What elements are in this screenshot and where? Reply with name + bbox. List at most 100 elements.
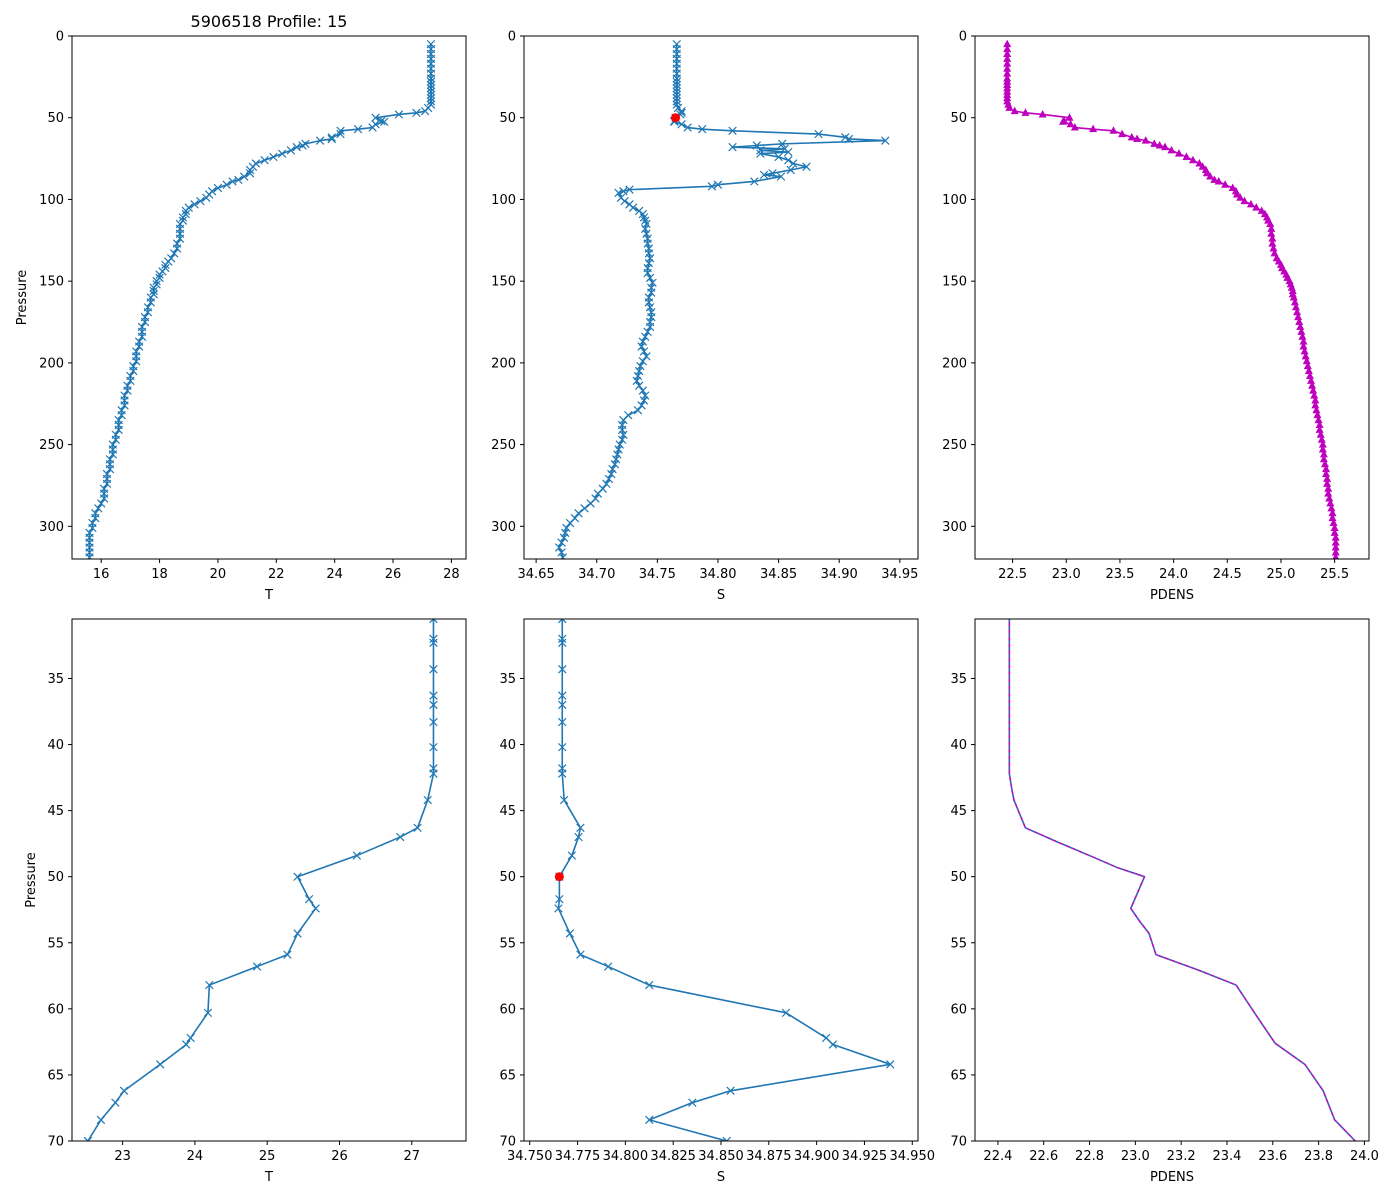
data-point [149,286,158,296]
data-point [234,175,243,185]
data-point [672,84,681,93]
data-point [641,391,650,400]
x-tick-label: 16 [93,567,110,582]
data-point [327,133,336,142]
data-point [728,142,737,152]
data-point [119,1086,129,1096]
x-axis-label: PDENS [1150,1170,1194,1185]
data-point [108,450,118,459]
data-point [1182,152,1191,160]
x-tick-label: 34.70 [578,567,615,582]
data-point [1299,342,1308,350]
data-point [1315,425,1324,433]
data-point [557,548,566,557]
data-point [1268,239,1277,247]
data-point [336,126,345,136]
x-tick-label: 25.0 [1266,567,1295,582]
data-point [644,258,654,268]
y-tick-label: 300 [491,520,516,535]
series-line [1006,44,1337,558]
data-point [639,347,649,356]
data-point [558,638,567,648]
data-point [269,152,278,162]
x-tick-label: 22.5 [998,567,1027,582]
data-point [558,742,567,752]
data-point [637,342,646,351]
data-point [420,106,430,116]
y-tick-label: 65 [47,1068,64,1083]
data-point [1141,136,1150,144]
data-point [1297,327,1306,335]
data-point [129,366,138,376]
data-point [647,312,656,322]
data-point [1330,528,1339,536]
data-point [426,90,436,100]
data-point [557,538,566,547]
data-point [1188,155,1197,164]
data-point [426,97,436,106]
data-point [94,504,103,513]
data-point [1317,435,1326,443]
series-line [87,619,435,1141]
y-tick-label: 50 [950,870,967,885]
x-tick-label: 22 [268,567,285,582]
data-point [412,108,421,118]
data-point [1305,371,1314,379]
data-point [788,159,798,168]
data-point [643,327,652,337]
data-point [613,450,622,459]
x-tick-label: 24.5 [1213,567,1242,582]
data-point [641,332,650,341]
plot-area [554,619,895,1141]
data-point [1038,109,1047,118]
data-point [1003,49,1012,57]
y-tick-label: 45 [47,804,64,819]
y-tick-label: 0 [56,30,64,45]
data-point [576,823,585,833]
y-tick-label: 55 [499,936,516,951]
data-point [283,950,292,959]
data-point [88,523,97,533]
data-point [672,80,681,90]
data-point [1308,381,1317,389]
y-tick-label: 0 [508,30,516,45]
data-point [644,298,654,307]
data-point [1089,124,1098,133]
data-point [96,1115,106,1125]
data-point [619,187,628,196]
y-tick-label: 100 [39,193,64,208]
data-point [1330,523,1339,531]
data-point [642,219,651,229]
data-point [1291,302,1300,311]
data-point [586,499,595,508]
data-point [186,1033,195,1043]
data-point [1269,243,1278,252]
data-point [844,134,854,144]
chart-bottom-temperature: 23 24 25 26 27 35 40 45 50 55 60 65 70 T Pressure [24,618,467,1185]
data-point [728,126,737,136]
data-point [96,499,106,508]
data-point [1109,126,1118,134]
data-point [633,406,643,415]
data-point [1003,69,1012,77]
data-point [429,638,438,648]
data-point [1332,552,1339,559]
x-tick-label: 34.75 [639,567,676,582]
data-point [643,268,652,278]
data-point [1293,307,1302,316]
data-point [85,553,94,559]
data-point [1298,332,1307,340]
data-point [620,196,629,206]
data-point [181,206,191,216]
data-point [353,124,363,134]
data-point [1318,444,1327,453]
data-point [1003,59,1012,67]
x-tick-label: 34.925 [842,1149,888,1164]
data-point [252,962,262,971]
x-tick-label: 23.4 [1213,1149,1242,1164]
data-point [426,93,436,103]
data-point [1118,129,1127,138]
y-tick-label: 55 [47,936,64,951]
data-point [750,177,759,186]
data-point [672,97,681,106]
